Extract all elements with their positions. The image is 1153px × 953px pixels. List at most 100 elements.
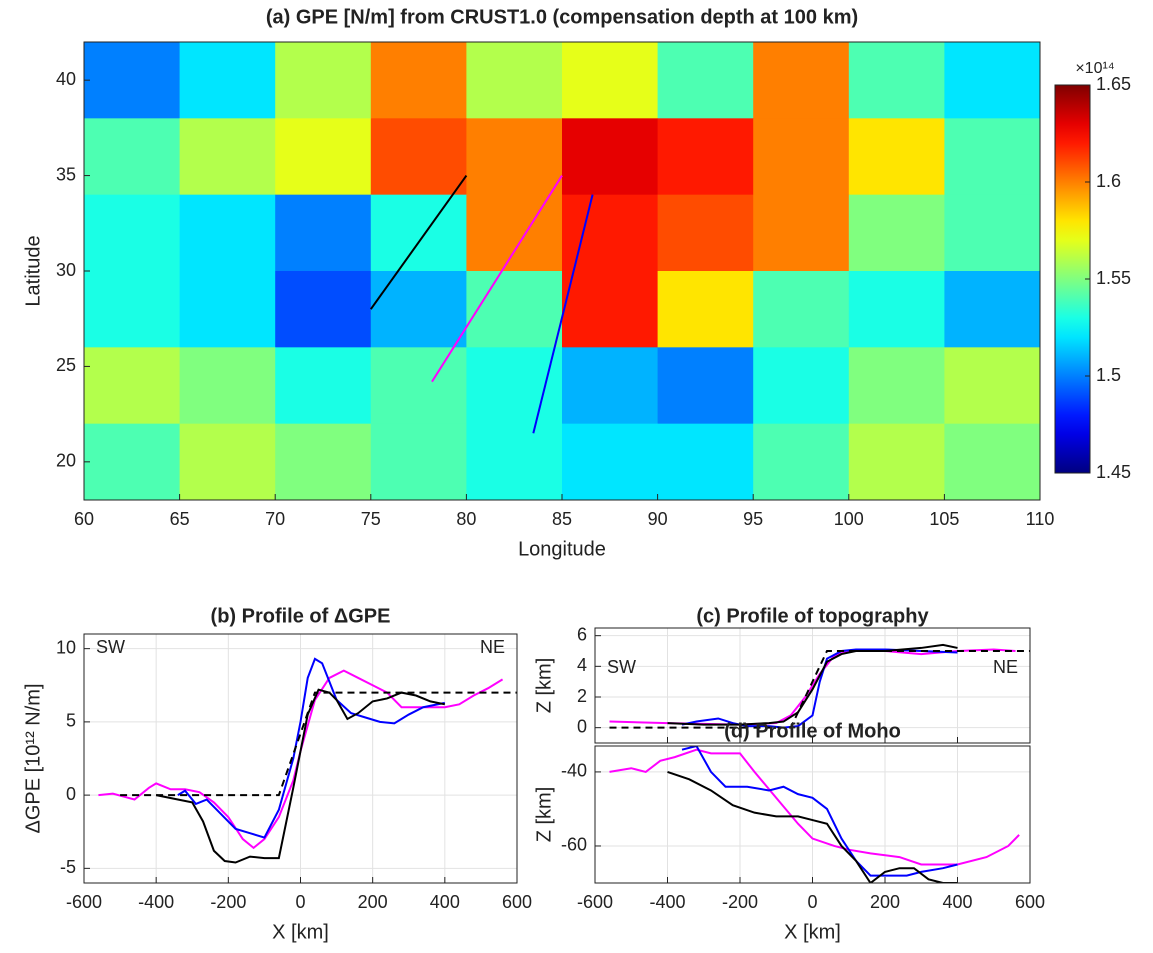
heat-cell (275, 271, 372, 348)
heat-cell (179, 347, 276, 425)
y-axis-label: Z [km] (533, 787, 555, 843)
x-tick-label: -200 (210, 892, 246, 912)
x-tick-label: 0 (807, 892, 817, 912)
colorbar (1054, 84, 1091, 474)
x-tick-label: 110 (1026, 509, 1055, 529)
x-tick-label: 600 (1015, 892, 1045, 912)
y-tick-label: 4 (577, 655, 587, 675)
heat-cell (562, 423, 659, 501)
heat-cell (179, 194, 276, 272)
series-line (681, 746, 958, 877)
x-tick-label: -600 (66, 892, 102, 912)
heat-cell (848, 423, 945, 501)
x-tick-label: 0 (295, 892, 305, 912)
profile-line (369, 175, 468, 310)
heat-cell (466, 118, 563, 196)
annotation: SW (96, 637, 125, 657)
profile-line (532, 194, 594, 434)
y-tick-label: 5 (66, 711, 76, 731)
annotation: NE (993, 657, 1018, 677)
chart-title: (a) GPE [N/m] from CRUST1.0 (compensatio… (266, 6, 858, 28)
y-tick-label: -40 (561, 761, 587, 781)
heat-cell (466, 194, 563, 272)
x-tick-label: 95 (743, 509, 763, 529)
series-line (667, 770, 958, 883)
heat-cell (753, 194, 850, 272)
x-tick-label: 100 (834, 509, 864, 529)
y-tick-label: 35 (56, 164, 76, 184)
heat-cell (944, 118, 1041, 196)
heat-cell (944, 423, 1041, 501)
heat-cell (370, 194, 467, 272)
heat-cell (84, 118, 181, 196)
x-tick-label: 200 (870, 892, 900, 912)
colorbar-tick-label: 1.55 (1096, 268, 1131, 288)
x-axis-label: Longitude (518, 538, 606, 560)
chart-title: (b) Profile of ΔGPE (211, 605, 391, 627)
heat-cell (657, 118, 754, 196)
heat-cell (753, 347, 850, 425)
heat-cell (466, 423, 563, 501)
y-tick-label: 0 (66, 784, 76, 804)
x-tick-label: 600 (502, 892, 532, 912)
x-tick-label: 85 (552, 509, 572, 529)
heat-cell (84, 347, 181, 425)
heat-cell (275, 118, 372, 196)
y-axis-label: ΔGPE [10¹² N/m] (22, 683, 44, 833)
y-tick-label: 10 (56, 637, 76, 657)
chart-title: (d) Profile of Moho (724, 720, 901, 742)
heat-cell (179, 271, 276, 348)
heat-cell (562, 194, 659, 272)
heat-cell (657, 423, 754, 501)
x-tick-label: 200 (358, 892, 388, 912)
x-axis-label: X [km] (272, 921, 329, 943)
heat-cell (753, 423, 850, 501)
y-tick-label: 6 (577, 624, 587, 644)
heat-cell (179, 42, 276, 119)
heat-cell (179, 118, 276, 196)
heat-cell (944, 42, 1041, 119)
y-tick-label: 20 (56, 451, 76, 471)
colorbar-tick-label: 1.65 (1096, 74, 1131, 94)
heat-cell (84, 42, 181, 119)
heat-cell (657, 347, 754, 425)
heat-cell (466, 347, 563, 425)
y-tick-label: -60 (561, 835, 587, 855)
x-tick-label: -600 (577, 892, 613, 912)
heat-cell (84, 271, 181, 348)
heat-cell (848, 42, 945, 119)
colorbar-tick-label: 1.6 (1096, 171, 1121, 191)
heat-cell (944, 347, 1041, 425)
y-tick-label: 2 (577, 686, 587, 706)
colorbar-tick-label: 1.45 (1096, 462, 1131, 482)
x-tick-label: 400 (942, 892, 972, 912)
chart-title: (c) Profile of topography (696, 605, 929, 627)
y-tick-label: 25 (56, 355, 76, 375)
heat-cell (562, 118, 659, 196)
x-tick-label: 105 (929, 509, 959, 529)
colorbar-tick-label: 1.5 (1096, 365, 1121, 385)
series-line (667, 643, 958, 726)
x-tick-label: 90 (648, 509, 668, 529)
heat-cell (944, 271, 1041, 348)
y-axis-label: Z [km] (533, 658, 555, 714)
heat-cell (753, 271, 850, 348)
profile-line (431, 175, 563, 383)
heat-cell (753, 42, 850, 119)
series-line (609, 748, 1020, 866)
series-line (177, 657, 446, 839)
heat-cell (275, 347, 372, 425)
heat-cell (944, 194, 1041, 272)
heat-cell (370, 347, 467, 425)
heat-cell (370, 271, 467, 348)
x-tick-label: 65 (170, 509, 190, 529)
y-tick-label: 0 (577, 716, 587, 736)
heat-cell (179, 423, 276, 501)
x-axis-label: X [km] (784, 921, 841, 943)
x-tick-label: -400 (649, 892, 685, 912)
x-tick-label: 60 (74, 509, 94, 529)
x-tick-label: 400 (430, 892, 460, 912)
heat-cell (275, 423, 372, 501)
series-line (681, 648, 958, 729)
heat-cell (370, 423, 467, 501)
